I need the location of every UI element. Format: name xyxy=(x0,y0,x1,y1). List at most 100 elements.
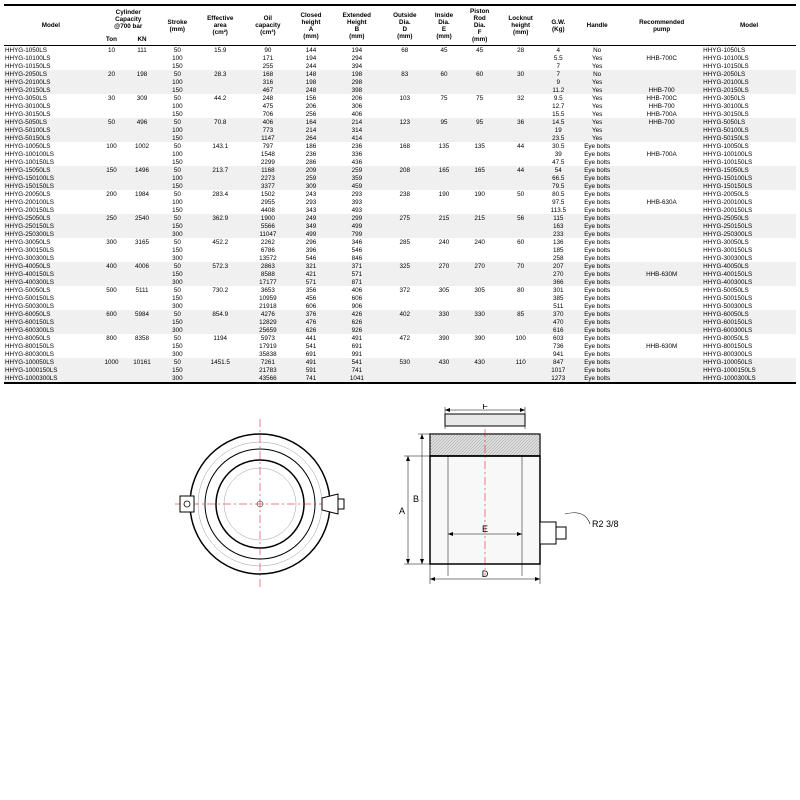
cell xyxy=(196,102,245,110)
cell: HHYG-30050LS xyxy=(702,238,796,246)
cell: HHYG-300300LS xyxy=(4,254,98,262)
cell xyxy=(621,246,702,254)
cell: HHYG-5050LS xyxy=(4,118,98,126)
cell: 100 xyxy=(159,54,196,62)
cell: 2955 xyxy=(244,198,291,206)
spec-table: Model CylinderCapacity@700 bar Stroke(mm… xyxy=(4,4,796,384)
cell: HHYG-30150LS xyxy=(4,110,98,118)
cell: 30 xyxy=(98,94,126,102)
cell: 250 xyxy=(98,214,126,222)
cell: HHYG-500150LS xyxy=(702,294,796,302)
cell: 301 xyxy=(543,286,573,294)
cell xyxy=(498,54,544,62)
cell xyxy=(383,182,427,190)
cell: 394 xyxy=(331,62,383,70)
cell xyxy=(498,182,544,190)
cell xyxy=(498,206,544,214)
cell: 406 xyxy=(331,286,383,294)
cell: HHYG-10150LS xyxy=(4,62,98,70)
cell: 32 xyxy=(498,94,544,102)
cell: 316 xyxy=(244,78,291,86)
cell: 11047 xyxy=(244,230,291,238)
cell: 356 xyxy=(291,286,331,294)
hdr-model: Model xyxy=(4,5,98,46)
cell xyxy=(621,46,702,55)
cell: 168 xyxy=(383,142,427,150)
cell xyxy=(461,318,498,326)
cell: 846 xyxy=(331,254,383,262)
cell xyxy=(498,254,544,262)
cell: 299 xyxy=(331,214,383,222)
cell: HHYG-50050LS xyxy=(4,286,98,294)
cell xyxy=(498,158,544,166)
cell xyxy=(498,230,544,238)
cell xyxy=(98,78,126,86)
cell: Eye bolts xyxy=(573,326,621,334)
cell xyxy=(461,102,498,110)
cell xyxy=(621,278,702,286)
cell: 421 xyxy=(291,270,331,278)
cell xyxy=(461,150,498,158)
cell: Eye bolts xyxy=(573,374,621,383)
cell xyxy=(98,86,126,94)
cell: HHYG-200150LS xyxy=(702,206,796,214)
table-row: HHYG-150150LS150337730945979.5Eye boltsH… xyxy=(4,182,796,190)
cell: 305 xyxy=(427,286,462,294)
cell: HHYG-3050LS xyxy=(4,94,98,102)
cell: HHYG-150100LS xyxy=(4,174,98,182)
cell: 9.5 xyxy=(543,94,573,102)
cell: 325 xyxy=(383,262,427,270)
cell xyxy=(461,278,498,286)
cell: 165 xyxy=(427,166,462,174)
cell xyxy=(498,318,544,326)
cell: HHYG-10100LS xyxy=(702,54,796,62)
cell: 441 xyxy=(291,334,331,342)
cell xyxy=(383,134,427,142)
cell: 10 xyxy=(98,46,126,55)
cell: HHYG-800300LS xyxy=(4,350,98,358)
cell: 75 xyxy=(427,94,462,102)
cell: HHB-700 xyxy=(621,118,702,126)
cell: Eye bolts xyxy=(573,350,621,358)
hdr-outside: OutsideDia.D(mm) xyxy=(383,5,427,46)
cell: 186 xyxy=(291,142,331,150)
cell: Yes xyxy=(573,62,621,70)
cell: 45 xyxy=(427,46,462,55)
cell xyxy=(125,110,159,118)
cell: 3377 xyxy=(244,182,291,190)
cell: 491 xyxy=(291,358,331,366)
cell xyxy=(427,206,462,214)
cell xyxy=(125,54,159,62)
cell xyxy=(427,54,462,62)
table-row: HHYG-20150LS15046724839811.2YesHHB-700HH… xyxy=(4,86,796,94)
cell xyxy=(427,270,462,278)
cell: HHYG-40050LS xyxy=(4,262,98,270)
hdr-pump: Recommendedpump xyxy=(621,5,702,46)
cell: 165 xyxy=(461,166,498,174)
cell: 17919 xyxy=(244,342,291,350)
cell: HHB-630M xyxy=(621,270,702,278)
cell: 476 xyxy=(291,318,331,326)
cell: 50 xyxy=(159,286,196,294)
cell xyxy=(383,150,427,158)
cell xyxy=(461,198,498,206)
cell: HHYG-60050LS xyxy=(702,310,796,318)
cell: HHYG-400150LS xyxy=(4,270,98,278)
hdr-ton: Ton xyxy=(98,33,126,45)
cell: 11.2 xyxy=(543,86,573,94)
cell xyxy=(383,366,427,374)
cell: 200 xyxy=(98,190,126,198)
cell xyxy=(196,350,245,358)
cell: Eye bolts xyxy=(573,238,621,246)
cell: 100 xyxy=(159,198,196,206)
cell: 194 xyxy=(331,46,383,55)
cell xyxy=(621,310,702,318)
cell xyxy=(621,78,702,86)
cell: HHYG-1000150LS xyxy=(4,366,98,374)
cell xyxy=(498,134,544,142)
cell: 393 xyxy=(331,198,383,206)
cell: 2863 xyxy=(244,262,291,270)
cell: Eye bolts xyxy=(573,150,621,158)
cell: HHYG-100100LS xyxy=(4,150,98,158)
cell xyxy=(196,254,245,262)
